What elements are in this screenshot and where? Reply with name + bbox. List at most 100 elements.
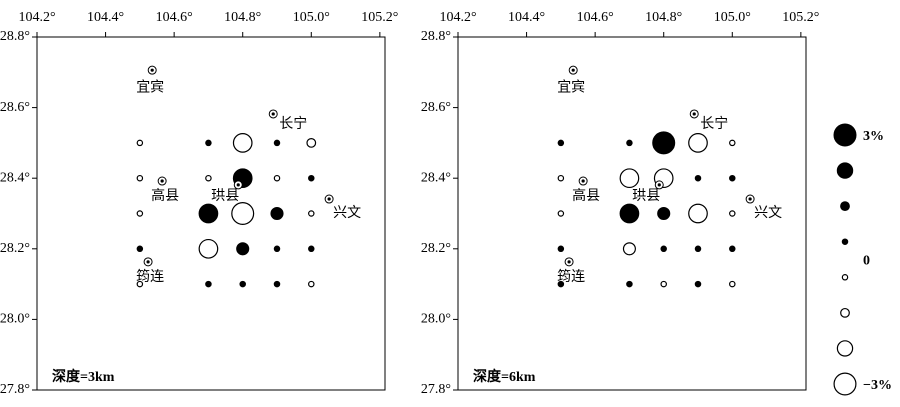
grid-bubble: [657, 206, 671, 221]
grid-bubble: [622, 242, 636, 256]
x-tick-label: 105.0°: [293, 10, 330, 25]
city-label: 珙县: [211, 188, 239, 204]
x-tick-label: 104.4°: [87, 10, 124, 25]
city-dot: [692, 112, 696, 116]
grid-bubble: [136, 139, 144, 147]
y-tick-label: 28.0°: [0, 312, 30, 327]
grid-bubble: [557, 139, 565, 147]
grid-bubble: [694, 245, 702, 253]
grid-bubble: [273, 280, 281, 288]
legend-bubble: [833, 372, 857, 396]
grid-bubble: [557, 245, 565, 253]
grid-bubble: [205, 174, 212, 182]
y-tick-label: 28.8°: [0, 29, 30, 44]
y-tick-label: 28.8°: [421, 29, 451, 44]
grid-bubble: [273, 139, 281, 147]
city-label: 兴文: [754, 205, 782, 221]
grid-bubble: [308, 280, 315, 288]
grid-bubble: [306, 137, 317, 148]
city-label: 长宁: [279, 115, 307, 132]
plot-frame: [36, 36, 386, 391]
grid-bubble: [308, 210, 315, 217]
city-label: 高县: [572, 187, 600, 204]
grid-bubble: [694, 174, 702, 182]
x-tick-label: 105.2°: [361, 10, 398, 25]
x-tick-label: 105.2°: [782, 10, 819, 25]
legend-bubble: [841, 274, 849, 281]
x-tick-label: 104.4°: [508, 10, 545, 25]
y-tick-label: 28.2°: [0, 241, 30, 256]
grid-bubble: [619, 168, 640, 189]
grid-bubble: [729, 280, 736, 288]
grid-bubble: [198, 203, 219, 224]
y-tick-label: 28.6°: [421, 100, 451, 115]
city-label: 长宁: [700, 115, 728, 132]
panel-title: 深度=6km: [473, 368, 536, 385]
city-dot: [271, 112, 275, 116]
city-label: 筠连: [557, 268, 585, 285]
city-dot: [571, 68, 575, 72]
grid-bubble: [239, 280, 246, 288]
grid-bubble: [557, 174, 565, 182]
city-dot: [146, 260, 150, 264]
grid-bubble: [729, 174, 736, 182]
city-dot: [150, 68, 154, 72]
panel-title: 深度=3km: [52, 368, 115, 385]
grid-bubble: [270, 206, 284, 221]
legend-label: 3%: [863, 129, 884, 144]
grid-bubble: [619, 203, 640, 224]
grid-bubble: [236, 242, 250, 256]
legend-label: 0: [863, 254, 870, 269]
y-tick-label: 28.0°: [421, 312, 451, 327]
y-tick-label: 27.8°: [0, 382, 30, 397]
grid-bubble: [273, 245, 281, 253]
legend-bubble: [833, 123, 857, 147]
city-dot: [748, 197, 752, 201]
city-label: 宜宾: [557, 79, 585, 95]
grid-bubble: [232, 133, 253, 153]
legend-label: −3%: [863, 378, 892, 393]
city-dot: [657, 183, 661, 187]
grid-bubble: [688, 203, 708, 224]
grid-bubble: [729, 210, 736, 217]
grid-bubble: [136, 245, 144, 253]
grid-bubble: [308, 174, 315, 182]
grid-bubble: [660, 245, 667, 253]
grid-bubble: [136, 210, 144, 217]
city-dot: [236, 183, 240, 187]
y-tick-label: 28.6°: [0, 100, 30, 115]
grid-bubble: [626, 280, 633, 288]
grid-bubble: [626, 139, 633, 147]
x-tick-label: 104.6°: [577, 10, 614, 25]
x-tick-label: 104.2°: [18, 10, 55, 25]
grid-bubble: [688, 133, 708, 153]
grid-bubble: [660, 280, 667, 288]
legend-bubble: [836, 162, 854, 179]
x-tick-label: 104.8°: [224, 10, 261, 25]
legend-bubble: [840, 201, 850, 212]
city-dot: [581, 179, 585, 183]
y-tick-label: 28.4°: [421, 170, 451, 185]
x-tick-label: 104.2°: [439, 10, 476, 25]
grid-bubble: [198, 238, 219, 259]
legend-bubble: [836, 340, 854, 357]
city-label: 高县: [151, 187, 179, 204]
city-dot: [567, 260, 571, 264]
city-dot: [160, 179, 164, 183]
grid-bubble: [136, 280, 144, 288]
grid-bubble: [308, 245, 315, 253]
grid-bubble: [273, 174, 281, 182]
city-label: 宜宾: [136, 79, 164, 95]
grid-bubble: [231, 202, 255, 226]
grid-bubble: [729, 245, 736, 253]
city-label: 珙县: [632, 188, 660, 204]
x-tick-label: 104.8°: [645, 10, 682, 25]
x-tick-label: 104.6°: [156, 10, 193, 25]
grid-bubble: [729, 139, 736, 147]
grid-bubble: [652, 131, 676, 155]
y-tick-label: 27.8°: [421, 382, 451, 397]
grid-bubble: [557, 280, 565, 288]
legend-bubble: [840, 307, 850, 318]
plot-frame: [457, 36, 807, 391]
grid-bubble: [557, 210, 565, 217]
